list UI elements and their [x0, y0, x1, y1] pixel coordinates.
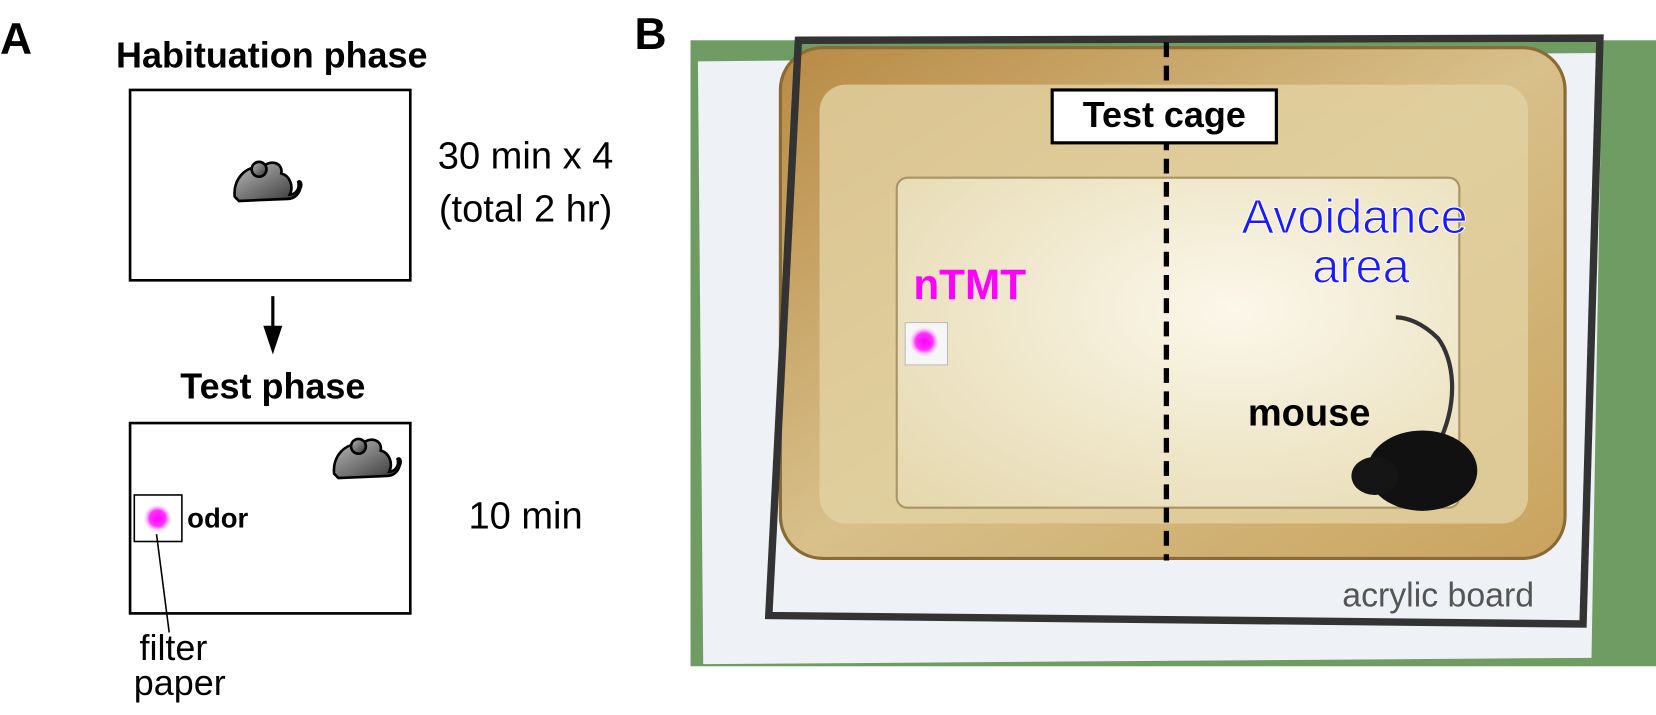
pointer-line [155, 533, 170, 633]
mouse-label: mouse [1248, 393, 1371, 435]
odor-spot [908, 325, 941, 358]
annotation: filter [139, 627, 207, 668]
duration: 10 min [468, 495, 582, 537]
mouse-head [1351, 456, 1398, 495]
panel-label: B [634, 10, 666, 59]
phase-title: Test phase [180, 366, 365, 407]
duration: 30 min x 4 [438, 136, 614, 178]
mouse-body [1367, 430, 1478, 511]
board-outline [764, 34, 1604, 628]
duration: (total 2 hr) [439, 189, 612, 231]
odor-label: nTMT [913, 261, 1026, 308]
odor-label: odor [187, 503, 248, 534]
cage-label: Test cage [1083, 94, 1246, 135]
cage-floor [895, 176, 1461, 509]
label-box [1050, 88, 1278, 145]
board-label: acrylic board [1342, 576, 1534, 614]
area-label: Avoidance [1242, 190, 1468, 244]
arrow-head [263, 325, 283, 355]
phase-title: Habituation phase [116, 35, 427, 76]
mouse-tail [1395, 315, 1455, 446]
area-label: area [1312, 240, 1410, 294]
odor-spot [142, 503, 173, 534]
panel-label: A [0, 15, 32, 64]
annotation: paper [134, 662, 226, 703]
